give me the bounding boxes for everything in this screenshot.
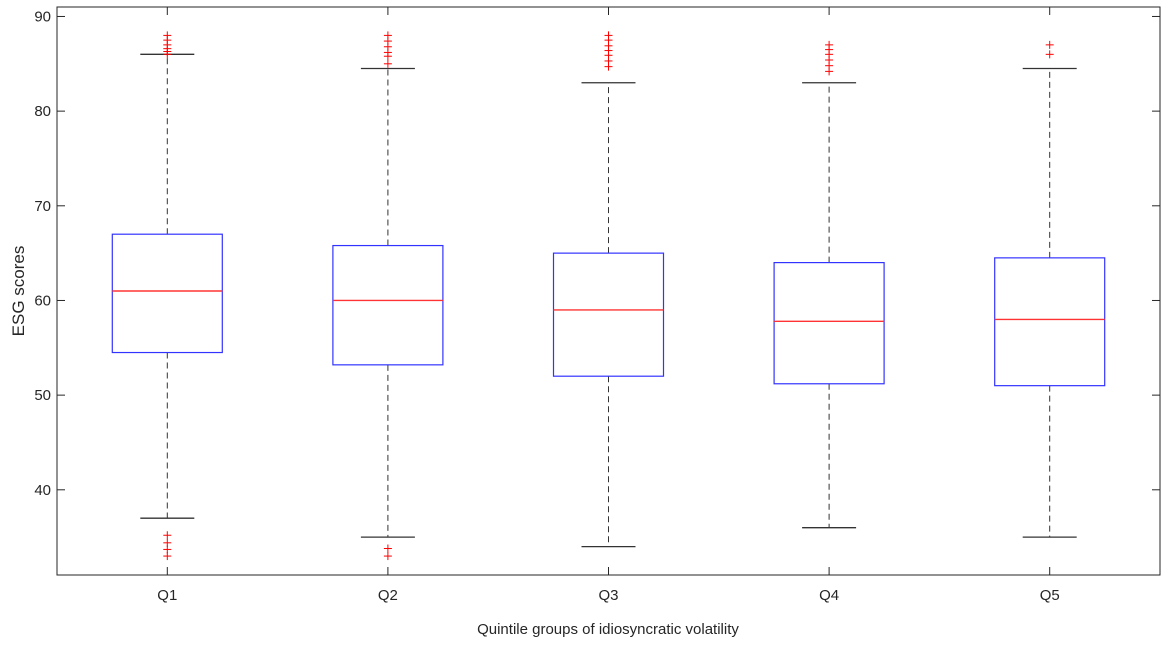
outlier-marker [1045, 40, 1054, 49]
outlier-marker [604, 31, 613, 40]
outlier-marker [383, 59, 392, 68]
box-q4 [773, 40, 885, 529]
x-tick-label: Q5 [1040, 587, 1060, 604]
box-q5 [994, 40, 1106, 538]
box-q1 [111, 31, 223, 561]
iqr-box [773, 262, 885, 385]
outlier-marker [383, 544, 392, 553]
y-axis: 40 50 60 70 80 90 [34, 8, 1160, 499]
y-tick-label: 70 [34, 198, 51, 215]
iqr-box [994, 257, 1106, 387]
outlier-marker [383, 552, 392, 561]
outlier-marker [163, 31, 172, 40]
y-tick-label: 50 [34, 387, 51, 404]
x-tick-label: Q4 [819, 587, 839, 604]
outlier-marker [1045, 50, 1054, 59]
outlier-marker [163, 538, 172, 547]
iqr-box [332, 244, 444, 366]
x-axis: Q1 Q2 Q3 Q4 Q5 [157, 7, 1060, 604]
boxes-group [111, 31, 1106, 561]
y-tick-label: 90 [34, 8, 51, 25]
box-q2 [332, 31, 444, 561]
x-tick-label: Q2 [378, 587, 398, 604]
x-tick-label: Q3 [598, 587, 618, 604]
box-q3 [552, 31, 665, 548]
outlier-marker [163, 531, 172, 540]
y-tick-label: 40 [34, 482, 51, 499]
y-tick-label: 60 [34, 292, 51, 309]
y-axis-label: ESG scores [9, 246, 28, 337]
iqr-box [552, 252, 665, 377]
x-axis-label: Quintile groups of idiosyncratic volatil… [477, 621, 739, 638]
x-tick-label: Q1 [157, 587, 177, 604]
y-tick-label: 80 [34, 103, 51, 120]
iqr-box [111, 233, 223, 354]
outlier-marker [383, 31, 392, 40]
outlier-marker [825, 40, 834, 49]
